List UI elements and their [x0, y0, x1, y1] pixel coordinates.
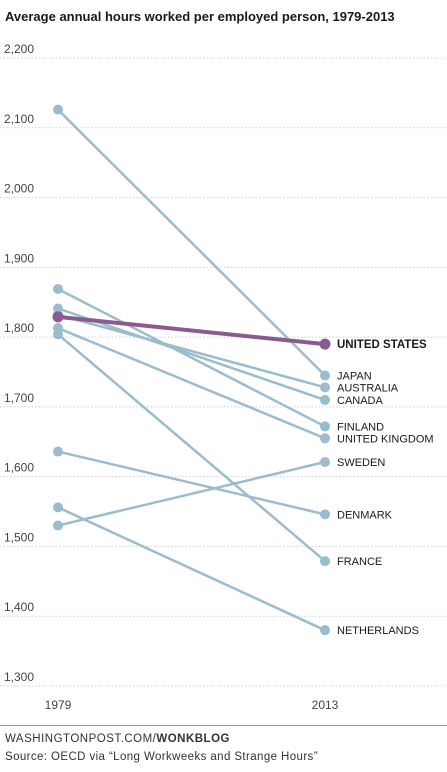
series-label: SWEDEN: [337, 457, 385, 469]
series-label: CANADA: [337, 395, 384, 407]
x-tick-label: 2013: [312, 698, 339, 712]
series-label: FINLAND: [337, 421, 384, 433]
y-tick-label: 1,700: [4, 391, 34, 405]
y-tick-label: 1,800: [4, 321, 34, 335]
credit-site: WASHINGTONPOST.COM/: [5, 733, 157, 745]
point-2013: [320, 421, 330, 432]
series-line: [56, 506, 327, 632]
point-2013: [320, 556, 330, 567]
y-tick-label: 1,500: [4, 530, 34, 544]
point-1979: [53, 283, 63, 294]
y-tick-label: 1,300: [4, 670, 34, 684]
point-2013: [320, 370, 330, 381]
point-1979: [53, 520, 63, 531]
point-1979: [53, 303, 63, 314]
point-2013: [320, 625, 330, 636]
series-label: NETHERLANDS: [337, 625, 419, 637]
y-tick-label: 1,400: [4, 600, 34, 614]
point-1979: [53, 104, 63, 115]
credit-line: WASHINGTONPOST.COM/WONKBLOG: [5, 733, 230, 745]
point-2013: [320, 382, 330, 393]
series-line: [56, 108, 327, 377]
footer-divider: [0, 725, 447, 726]
y-tick-label: 2,100: [4, 112, 34, 126]
slope-chart: 1,300 1,400 1,500 1,600 1,700 1,800 1,900 2,000…: [0, 42, 447, 712]
point-2013: [320, 457, 330, 468]
y-tick-label: 2,000: [4, 182, 34, 196]
series-line: [56, 460, 327, 527]
grid-layer: 1,300 1,400 1,500 1,600 1,700 1,800 1,900 2,000…: [0, 42, 447, 712]
y-tick-label: 1,600: [4, 461, 34, 475]
series-line: [56, 287, 327, 428]
point-2013: [320, 433, 330, 444]
point-2013: [320, 394, 330, 405]
point-1979: [53, 502, 63, 513]
lines-layer: [52, 104, 331, 636]
series-label: FRANCE: [337, 556, 382, 568]
series-line: [56, 314, 327, 347]
y-tick-label: 1,900: [4, 251, 34, 265]
series-label: UNITED KINGDOM: [337, 433, 434, 445]
series-line: [56, 313, 327, 389]
point-1979: [53, 329, 63, 340]
point-1979: [53, 446, 63, 457]
series-label: UNITED STATES: [337, 339, 427, 351]
credit-blog: WONKBLOG: [156, 733, 230, 745]
chart-title: Average annual hours worked per employed…: [5, 9, 395, 24]
series-label: DENMARK: [337, 509, 393, 521]
y-tick-label: 2,200: [4, 42, 34, 56]
point-2013: [319, 338, 331, 350]
series-line: [56, 326, 327, 440]
source-line: Source: OECD via “Long Workweeks and Str…: [5, 751, 318, 763]
series-line: [56, 307, 327, 402]
series-label: AUSTRALIA: [337, 382, 399, 394]
series-line: [56, 450, 327, 516]
point-2013: [320, 509, 330, 520]
series-line: [56, 333, 327, 563]
series-label: JAPAN: [337, 370, 372, 382]
x-tick-label: 1979: [45, 698, 72, 712]
point-1979: [52, 311, 64, 323]
